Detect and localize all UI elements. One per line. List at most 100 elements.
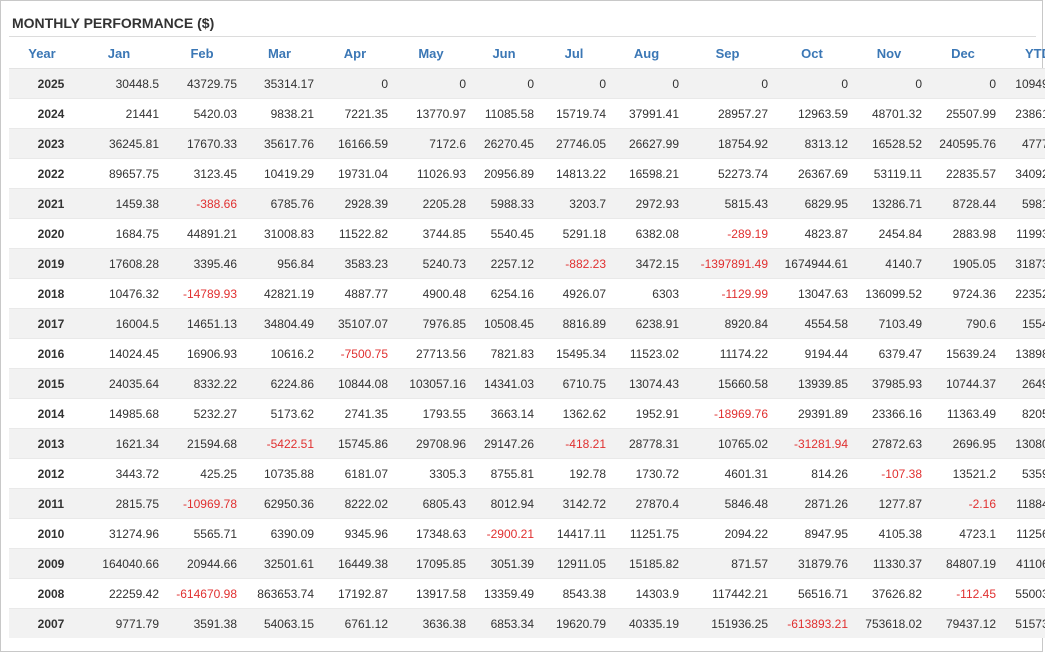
value-cell: 2205.28 [392, 188, 470, 219]
value-cell: 5420.03 [163, 98, 241, 129]
value-cell: 24035.64 [75, 368, 163, 399]
value-cell: 8313.12 [772, 128, 852, 159]
table-row: 2008 22259.42 -614670.98 863653.74 17192.87 1… [9, 578, 1045, 609]
column-header-ytd: YTD [1000, 39, 1045, 69]
value-cell: 0 [470, 68, 538, 99]
value-cell: 10508.45 [470, 308, 538, 339]
value-cell: 4887.77 [318, 278, 392, 309]
ytd-cell: 82056.92 [1000, 398, 1045, 429]
value-cell: 9345.96 [318, 518, 392, 549]
value-cell: 9838.21 [241, 98, 318, 129]
value-cell: 54063.15 [241, 608, 318, 638]
value-cell: 863653.74 [241, 578, 318, 609]
value-cell: 37626.82 [852, 578, 926, 609]
value-cell: 13074.43 [610, 368, 683, 399]
value-cell: 6761.12 [318, 608, 392, 638]
value-cell: 89657.75 [75, 158, 163, 189]
value-cell: 16598.21 [610, 158, 683, 189]
value-cell: 6382.08 [610, 218, 683, 249]
value-cell: 35107.07 [318, 308, 392, 339]
value-cell: 6238.91 [610, 308, 683, 339]
value-cell: 17192.87 [318, 578, 392, 609]
value-cell: 15745.86 [318, 428, 392, 459]
year-cell: 2023 [9, 128, 75, 159]
value-cell: 15185.82 [610, 548, 683, 579]
ytd-cell: 515731.32 [1000, 608, 1045, 638]
value-cell: 1730.72 [610, 458, 683, 489]
value-cell: 3472.15 [610, 248, 683, 279]
value-cell: 14651.13 [163, 308, 241, 339]
value-cell: 19731.04 [318, 158, 392, 189]
year-cell: 2020 [9, 218, 75, 249]
value-cell: 2928.39 [318, 188, 392, 219]
year-cell: 2017 [9, 308, 75, 339]
value-cell: 36245.81 [75, 128, 163, 159]
ytd-cell: 118843.29 [1000, 488, 1045, 519]
value-cell: 84807.19 [926, 548, 1000, 579]
value-cell: 29147.26 [470, 428, 538, 459]
value-cell: 6390.09 [241, 518, 318, 549]
value-cell: 27870.4 [610, 488, 683, 519]
value-cell: 5565.71 [163, 518, 241, 549]
value-cell: 814.26 [772, 458, 852, 489]
value-cell: 21594.68 [163, 428, 241, 459]
value-cell: 11330.37 [852, 548, 926, 579]
year-cell: 2008 [9, 578, 75, 609]
value-cell: 22259.42 [75, 578, 163, 609]
value-cell: 8222.02 [318, 488, 392, 519]
column-header-jan: Jan [75, 39, 163, 69]
value-cell: 6379.47 [852, 338, 926, 369]
ytd-cell: 340922.89 [1000, 158, 1045, 189]
value-cell: 4140.7 [852, 248, 926, 279]
ytd-cell: 59815.64 [1000, 188, 1045, 219]
value-cell: 13047.63 [772, 278, 852, 309]
ytd-cell: 138987.95 [1000, 338, 1045, 369]
value-cell: 3663.14 [470, 398, 538, 429]
value-cell: 0 [852, 68, 926, 99]
value-cell: 8728.44 [926, 188, 1000, 219]
value-cell: 10419.29 [241, 158, 318, 189]
year-cell: 2009 [9, 548, 75, 579]
column-header-year: Year [9, 39, 75, 69]
value-cell: 15719.74 [538, 98, 610, 129]
year-cell: 2022 [9, 158, 75, 189]
value-cell: 2094.22 [683, 518, 772, 549]
value-cell: 17670.33 [163, 128, 241, 159]
value-cell: 10616.2 [241, 338, 318, 369]
value-cell: 9771.79 [75, 608, 163, 638]
year-cell: 2011 [9, 488, 75, 519]
value-cell: 3123.45 [163, 158, 241, 189]
ytd-cell: 130808.35 [1000, 428, 1045, 459]
ytd-cell: 477709.9 [1000, 128, 1045, 159]
value-cell: 30448.5 [75, 68, 163, 99]
value-cell: 8543.38 [538, 578, 610, 609]
table-row: 2019 17608.28 3395.46 956.84 3583.23 5240.73 2… [9, 248, 1045, 279]
value-cell: 48701.32 [852, 98, 926, 129]
year-cell: 2010 [9, 518, 75, 549]
value-cell: 151936.25 [683, 608, 772, 638]
value-cell: 11026.93 [392, 158, 470, 189]
value-cell: 53119.11 [852, 158, 926, 189]
ytd-cell: 109492.42 [1000, 68, 1045, 99]
value-cell: 3443.72 [75, 458, 163, 489]
value-cell: 1684.75 [75, 218, 163, 249]
value-cell: 3051.39 [470, 548, 538, 579]
value-cell: 12911.05 [538, 548, 610, 579]
value-cell: 52273.74 [683, 158, 772, 189]
value-cell: 3203.7 [538, 188, 610, 219]
value-cell: -613893.21 [772, 608, 852, 638]
value-cell: 25507.99 [926, 98, 1000, 129]
value-cell: 11174.22 [683, 338, 772, 369]
value-cell: 0 [926, 68, 1000, 99]
column-header-sep: Sep [683, 39, 772, 69]
value-cell: 1459.38 [75, 188, 163, 219]
value-cell: -18969.76 [683, 398, 772, 429]
value-cell: 26367.69 [772, 158, 852, 189]
value-cell: 27713.56 [392, 338, 470, 369]
value-cell: 11522.82 [318, 218, 392, 249]
ytd-cell: 119939.67 [1000, 218, 1045, 249]
value-cell: 31274.96 [75, 518, 163, 549]
ytd-cell: 238618.46 [1000, 98, 1045, 129]
